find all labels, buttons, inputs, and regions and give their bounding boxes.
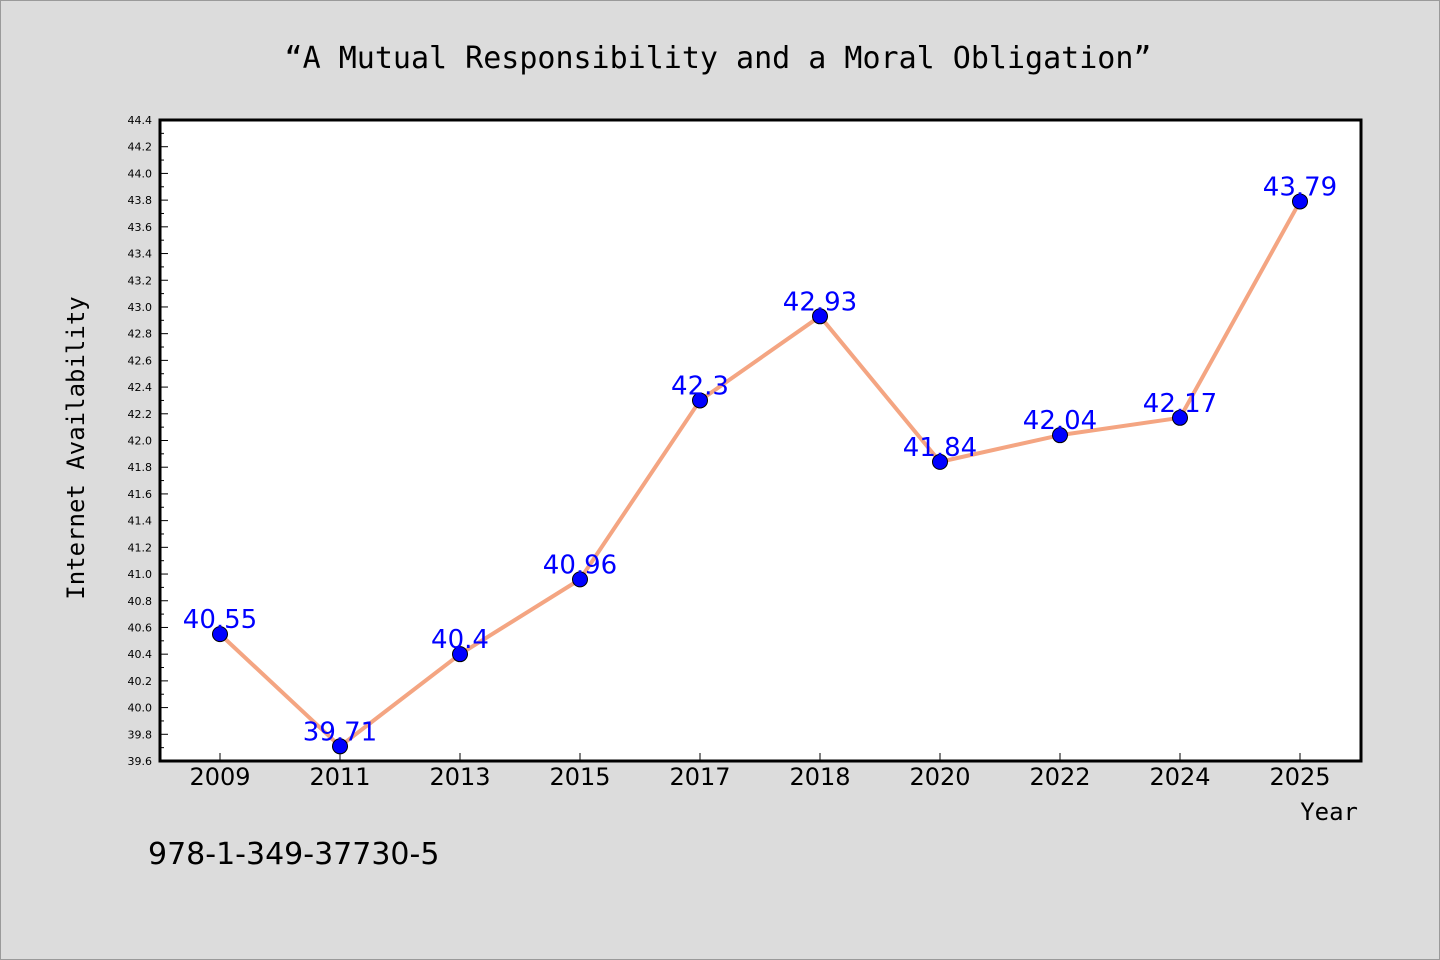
data-labels: 40.55 39.71 40.4 40.96 42.3 42.93 41.84 42.04 42… xyxy=(183,172,1337,747)
x-tick-label: 2024 xyxy=(1149,763,1210,791)
data-label: 40.4 xyxy=(431,625,489,655)
data-point xyxy=(692,392,708,409)
y-tick-label: 43.6 xyxy=(128,221,153,234)
footer-isbn: 978-1-349-37730-5 xyxy=(148,837,439,872)
data-point xyxy=(212,626,228,643)
y-tick-label: 43.2 xyxy=(128,274,153,287)
y-tick-label: 41.6 xyxy=(128,488,153,501)
y-tick-label: 39.8 xyxy=(128,728,153,741)
y-tick-label: 43.4 xyxy=(128,248,153,261)
x-tick-label: 2018 xyxy=(789,763,850,791)
y-tick-label: 42.6 xyxy=(128,354,153,367)
data-label: 42.17 xyxy=(1143,389,1217,419)
x-axis-label: Year xyxy=(1300,798,1358,826)
x-tick-label: 2025 xyxy=(1269,763,1330,791)
y-tick-label: 44.4 xyxy=(128,114,153,127)
data-label: 40.96 xyxy=(543,550,617,580)
x-tick-label: 2022 xyxy=(1029,763,1090,791)
y-tick-label: 42.8 xyxy=(128,328,153,341)
data-point xyxy=(452,646,468,663)
y-tick-label: 41.4 xyxy=(128,515,153,528)
chart-title: “A Mutual Responsibility and a Moral Obl… xyxy=(285,41,1152,76)
x-tick-label: 2015 xyxy=(549,763,610,791)
data-point xyxy=(1292,193,1308,210)
data-label: 39.71 xyxy=(303,717,377,747)
y-tick-label: 44.2 xyxy=(128,141,153,154)
series xyxy=(212,193,1308,755)
y-tick-label: 44.0 xyxy=(128,167,153,180)
y-tick-label: 40.6 xyxy=(128,621,153,634)
y-tick-label: 41.8 xyxy=(128,461,153,474)
data-point xyxy=(572,571,588,588)
y-axis: 39.6 39.8 40.0 40.2 40.4 40.6 40.8 41.0 41.2 41.4… xyxy=(128,114,168,768)
y-axis-label: Internet Availability xyxy=(62,296,90,599)
data-label: 43.79 xyxy=(1263,172,1337,202)
x-tick-label: 2013 xyxy=(429,763,490,791)
y-tick-label: 42.2 xyxy=(128,408,153,421)
series-line xyxy=(218,200,1302,749)
y-tick-label: 41.0 xyxy=(128,568,153,581)
y-tick-label: 41.2 xyxy=(128,541,153,554)
data-point xyxy=(812,308,828,325)
y-tick-label: 40.4 xyxy=(128,648,153,661)
plot-area xyxy=(158,118,1363,763)
data-label: 42.93 xyxy=(783,287,857,317)
x-axis: 2009 2011 2013 2015 2017 2018 2020 2022 2024 2025 xyxy=(189,753,1331,791)
y-tick-label: 39.6 xyxy=(128,755,153,768)
data-point xyxy=(932,453,948,470)
data-label: 42.04 xyxy=(1023,406,1097,436)
data-label: 42.3 xyxy=(671,371,729,401)
x-tick-label: 2020 xyxy=(909,763,970,791)
data-point xyxy=(1052,427,1068,444)
data-label: 40.55 xyxy=(183,605,257,635)
data-label: 41.84 xyxy=(903,433,977,463)
y-tick-label: 42.0 xyxy=(128,435,153,448)
y-tick-label: 40.2 xyxy=(128,675,153,688)
y-tick-label: 43.8 xyxy=(128,194,153,207)
data-point xyxy=(332,738,348,755)
data-point xyxy=(1172,409,1188,426)
x-tick-label: 2011 xyxy=(309,763,370,791)
y-tick-label: 42.4 xyxy=(128,381,153,394)
y-tick-label: 40.0 xyxy=(128,702,153,715)
y-tick-label: 43.0 xyxy=(128,301,153,314)
y-tick-label: 40.8 xyxy=(128,595,153,608)
x-tick-label: 2009 xyxy=(189,763,250,791)
x-tick-label: 2017 xyxy=(669,763,730,791)
